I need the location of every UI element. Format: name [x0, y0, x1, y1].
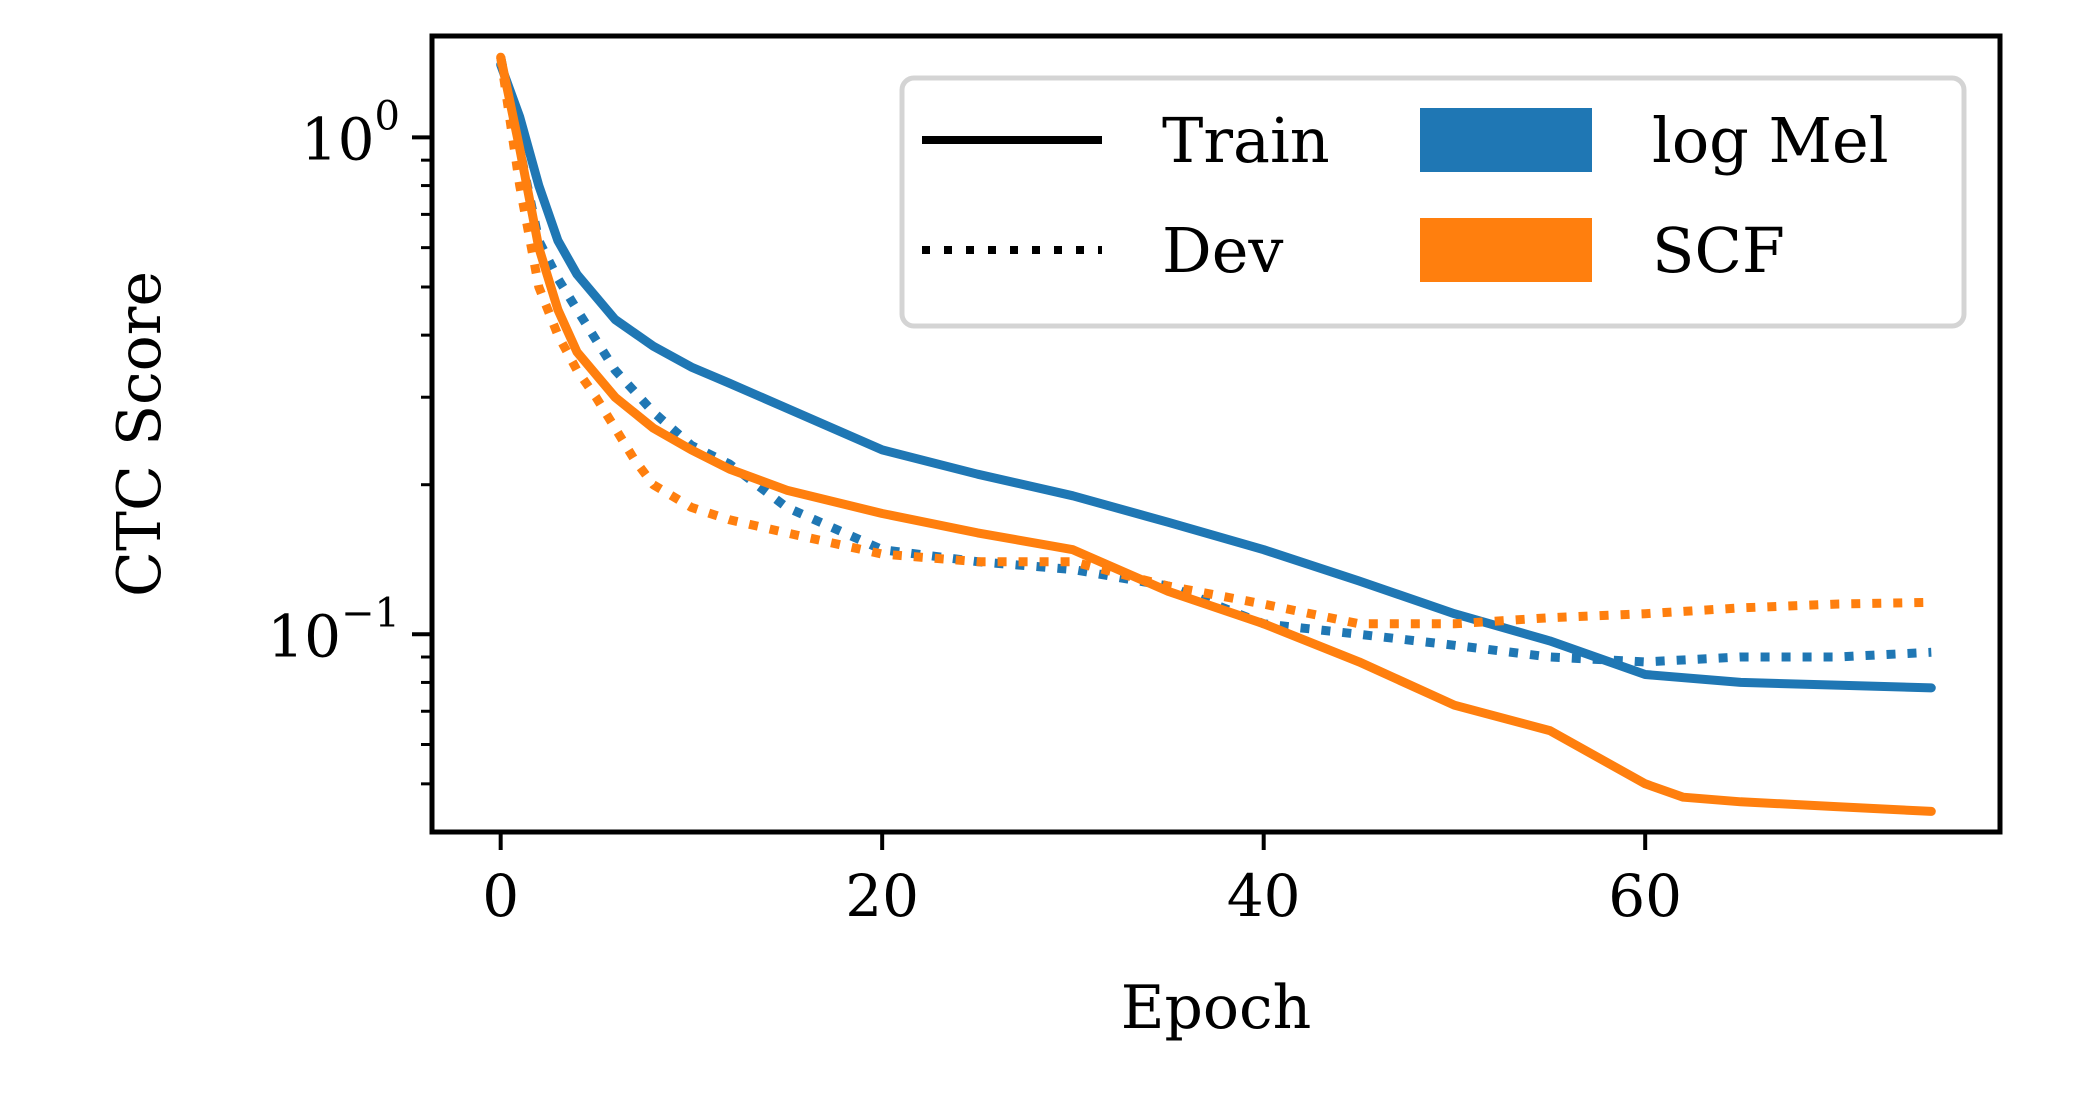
legend-dev-label: Dev — [1162, 214, 1283, 287]
series-log-mel-dev — [496, 56, 1932, 667]
legend-box — [899, 75, 1967, 329]
x-tick-label-0: 0 — [482, 862, 519, 930]
plot-frame — [429, 33, 2003, 835]
legend: Train Dev log Mel SCF — [899, 75, 1967, 329]
x-axis: 0 20 40 60 — [482, 832, 1682, 930]
series-layer — [496, 52, 1936, 816]
y-axis: 100 10−1 — [267, 93, 432, 786]
series-scf-train — [496, 52, 1936, 816]
series-scf-dev — [496, 56, 1932, 629]
y-axis-label: CTC Score — [105, 271, 175, 597]
legend-scf-swatch — [1420, 218, 1592, 282]
x-tick-label-40: 40 — [1227, 862, 1301, 930]
x-tick-label-20: 20 — [845, 862, 919, 930]
legend-scf-label: SCF — [1652, 214, 1785, 287]
x-tick-label-60: 60 — [1608, 862, 1682, 930]
y-tick-label-0: 100 — [301, 93, 400, 173]
legend-logmel-label: log Mel — [1652, 104, 1889, 177]
legend-logmel-swatch — [1420, 108, 1592, 172]
x-axis-label: Epoch — [1121, 973, 1312, 1043]
legend-train-label: Train — [1162, 104, 1330, 177]
y-tick-label-1: 10−1 — [267, 590, 400, 670]
